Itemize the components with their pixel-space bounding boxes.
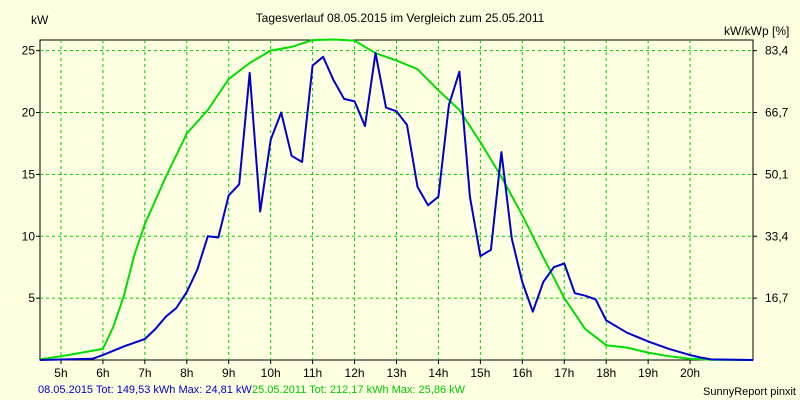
series-line-08-05-2015 [39,52,754,361]
x-tick-label: 13h [386,366,406,380]
axis-ticks: 5h 6h 7h 8h 9h 10h 11h 12h 13h 14h 15h 16h 17h 18h 19h… [22,44,789,380]
x-tick-label: 9h [222,366,235,380]
x-tick-label: 14h [428,366,448,380]
legend-2011: 25.05.2011 Tot: 212,17 kWh Max: 25,86 kW [252,384,466,396]
x-tick-label: 10h [261,366,281,380]
x-tick-label: 19h [638,366,658,380]
y-tick-label-left: 20 [22,106,36,120]
left-axis-unit: kW [31,13,49,27]
x-tick-label: 16h [512,366,532,380]
y-tick-label-right: 83,4 [765,44,789,58]
right-axis-unit: kW/kWp [%] [724,24,789,38]
series-layer [39,38,754,361]
x-tick-label: 17h [554,366,574,380]
y-tick-label-right: 50,1 [765,167,789,181]
x-tick-label: 8h [180,366,193,380]
series-line-25-05-2011 [39,38,754,361]
x-tick-label: 5h [54,366,67,380]
x-tick-label: 18h [596,366,616,380]
y-tick-label-right: 66,7 [765,106,789,120]
x-tick-label: 15h [470,366,490,380]
y-tick-label-left: 15 [22,167,36,181]
y-tick-label-left: 5 [28,291,35,305]
grid-lines [40,40,753,360]
y-tick-label-left: 25 [22,44,36,58]
x-tick-label: 12h [345,366,365,380]
y-tick-label-left: 10 [22,229,36,243]
legend-2015: 08.05.2015 Tot: 149,53 kWh Max: 24,81 kW [38,384,252,396]
chart-title: Tagesverlauf 08.05.2015 im Vergleich zum… [256,11,545,25]
x-tick-label: 20h [680,366,700,380]
x-tick-label: 7h [138,366,151,380]
x-tick-label: 11h [303,366,322,380]
x-tick-label: 6h [96,366,109,380]
chart-credit: SunnyReport pinxit [703,386,796,398]
y-tick-label-right: 16,7 [765,291,789,305]
y-tick-label-right: 33,4 [765,229,789,243]
